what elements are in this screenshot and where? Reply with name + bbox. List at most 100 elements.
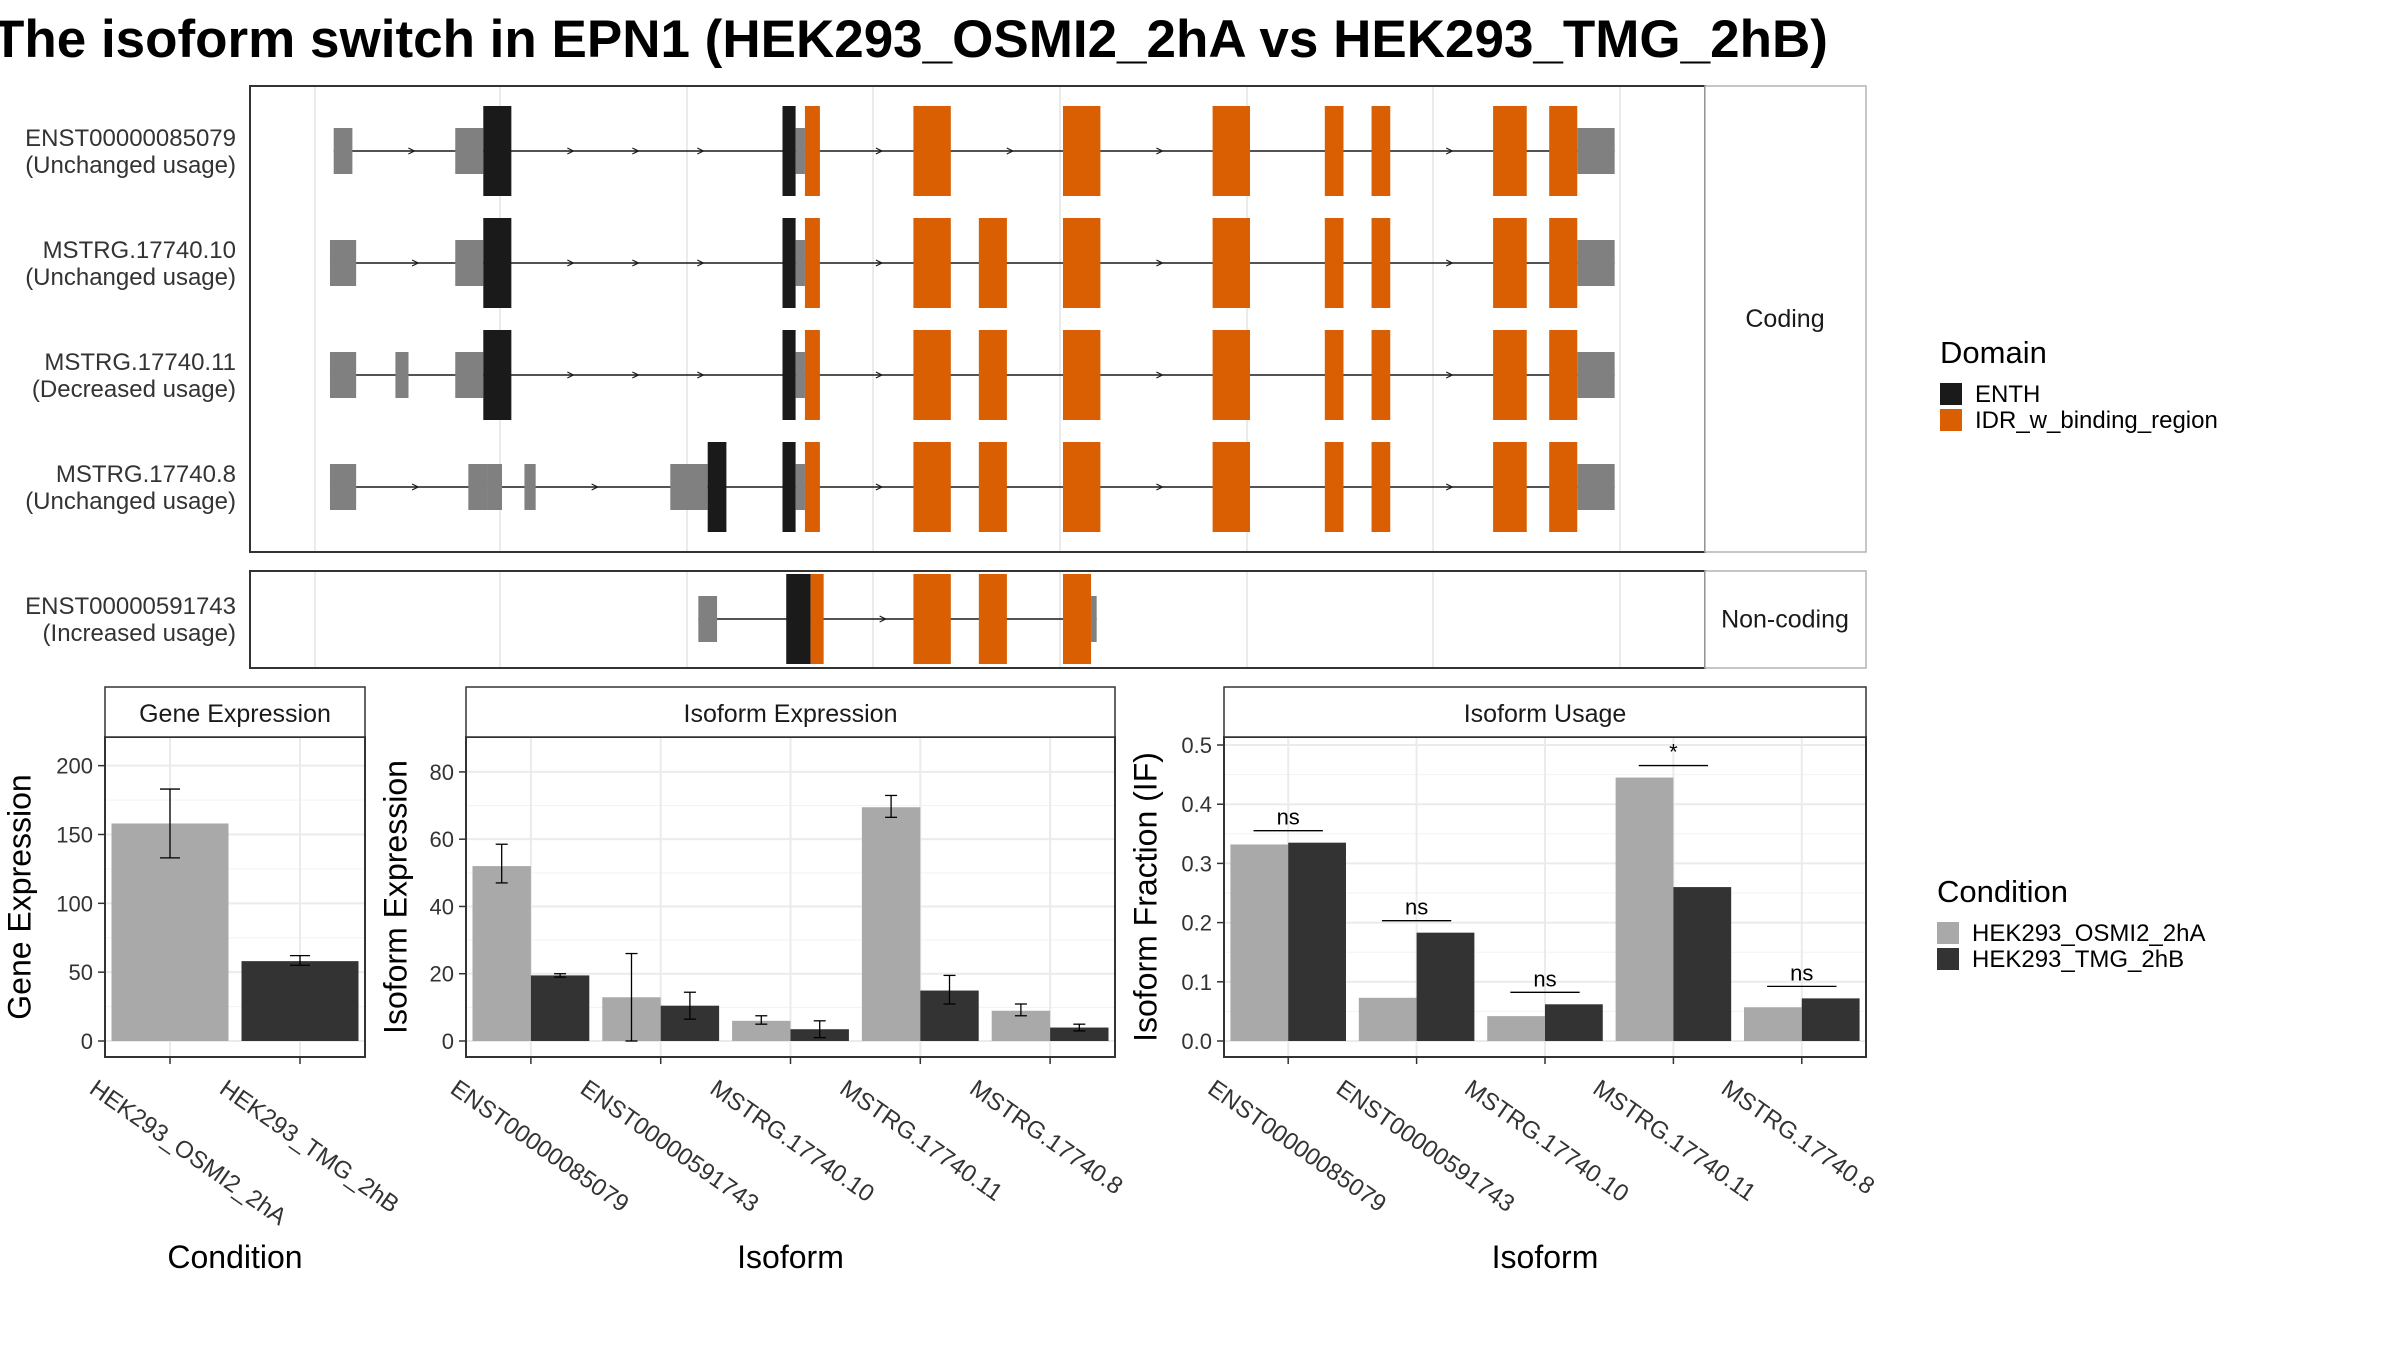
isoform-id-label: ENST00000591743 (25, 593, 236, 620)
intron-arrow (632, 147, 640, 155)
exon-block (1063, 574, 1092, 664)
y-axis-title: Isoform Fraction (IF) (1127, 752, 1163, 1042)
exon-block (795, 240, 805, 286)
facet-strip-label: Gene Expression (139, 700, 331, 728)
exon-block (1091, 596, 1097, 642)
isoform-usage-label: (Decreased usage) (32, 376, 236, 403)
legend-swatch (1937, 922, 1959, 944)
exon-block (804, 330, 820, 420)
exon-block (1577, 464, 1615, 510)
bar (1744, 1007, 1802, 1041)
bar-charts: 050100150200HEK293_OSMI2_2hAHEK293_TMG_2… (1, 686, 1879, 1275)
exon-block (913, 330, 951, 420)
exon-block (1577, 128, 1615, 174)
exon-block (1063, 106, 1101, 196)
exon-block (1371, 106, 1391, 196)
chart-isoform-usage: 0.00.10.20.30.40.5nsnsns*nsENST000000850… (1127, 686, 1879, 1275)
exon-block (333, 128, 353, 174)
exon-block (913, 218, 951, 308)
intron-arrow (697, 147, 705, 155)
exon-block (1371, 330, 1391, 420)
legend-label: IDR_w_binding_region (1975, 407, 2218, 434)
x-axis-title: Isoform (1492, 1239, 1599, 1275)
bar (241, 961, 359, 1041)
exon-block (1212, 218, 1250, 308)
exon-block (913, 106, 951, 196)
y-tick-label: 150 (56, 822, 93, 847)
exon-block (804, 106, 820, 196)
bar (1615, 777, 1674, 1041)
exon-block (455, 240, 484, 286)
exon-block (455, 352, 484, 398)
exon-block (1549, 218, 1578, 308)
chart-isoform-expression: 020406080ENST00000085079ENST00000591743M… (377, 686, 1128, 1275)
exon-block (1324, 330, 1344, 420)
exon-block (1493, 442, 1527, 532)
exon-block (1324, 442, 1344, 532)
exon-block (689, 464, 708, 510)
condition-legend-title: Condition (1937, 874, 2068, 909)
exon-block (329, 464, 357, 510)
exon-block (468, 464, 488, 510)
significance-label: ns (1277, 805, 1300, 830)
exon-block (978, 574, 1007, 664)
intron-arrow (1156, 147, 1164, 155)
y-tick-label: 0.1 (1181, 970, 1212, 995)
exon-block (1324, 106, 1344, 196)
exon-block (1063, 442, 1101, 532)
exon-block (1577, 352, 1615, 398)
exon-block (698, 596, 718, 642)
y-tick-label: 50 (69, 960, 93, 985)
intron-arrow (1445, 483, 1454, 491)
bar (1801, 998, 1860, 1041)
exon-block (1212, 442, 1250, 532)
exon-block (913, 442, 951, 532)
facet-strip (1704, 85, 1867, 553)
intron-arrow (408, 147, 416, 155)
intron-arrow (875, 259, 884, 267)
y-tick-label: 0 (81, 1029, 93, 1054)
isoform-id-label: MSTRG.17740.11 (44, 349, 236, 376)
intron-arrow (875, 371, 884, 379)
isoform-id-label: MSTRG.17740.8 (56, 461, 236, 488)
isoform-usage-label: (Unchanged usage) (25, 264, 236, 291)
intron-arrow (1445, 371, 1454, 379)
exon-block (782, 218, 796, 308)
bar (861, 807, 921, 1041)
exon-block (1371, 442, 1391, 532)
exon-block (804, 218, 820, 308)
y-tick-label: 60 (430, 827, 454, 852)
exon-block (795, 352, 805, 398)
isoform-id-label: ENST00000085079 (25, 125, 236, 152)
bar (1288, 842, 1346, 1041)
exon-block (978, 442, 1007, 532)
isoform-id-label: MSTRG.17740.10 (43, 237, 236, 264)
y-tick-label: 0.5 (1181, 733, 1212, 758)
intron-arrow (1006, 147, 1015, 155)
exon-block (329, 352, 357, 398)
exon-block (1549, 330, 1578, 420)
intron-arrow (632, 259, 640, 267)
legend-swatch (1940, 409, 1962, 431)
exon-block (1493, 330, 1527, 420)
exon-block (782, 442, 796, 532)
exon-block (1549, 442, 1578, 532)
y-tick-label: 20 (430, 962, 454, 987)
intron-arrow (697, 371, 705, 379)
intron-arrow (1156, 259, 1164, 267)
exon-block (913, 574, 951, 664)
y-tick-label: 0.4 (1181, 792, 1212, 817)
exon-block (810, 574, 824, 664)
exon-block (1212, 106, 1250, 196)
intron-arrow (567, 371, 575, 379)
exon-block (786, 574, 811, 664)
bar (1673, 887, 1732, 1041)
bar (1230, 844, 1289, 1041)
intron-arrow (875, 483, 884, 491)
exon-block (329, 240, 357, 286)
exon-block (1063, 330, 1101, 420)
intron-arrow (697, 259, 705, 267)
exon-block (782, 330, 796, 420)
